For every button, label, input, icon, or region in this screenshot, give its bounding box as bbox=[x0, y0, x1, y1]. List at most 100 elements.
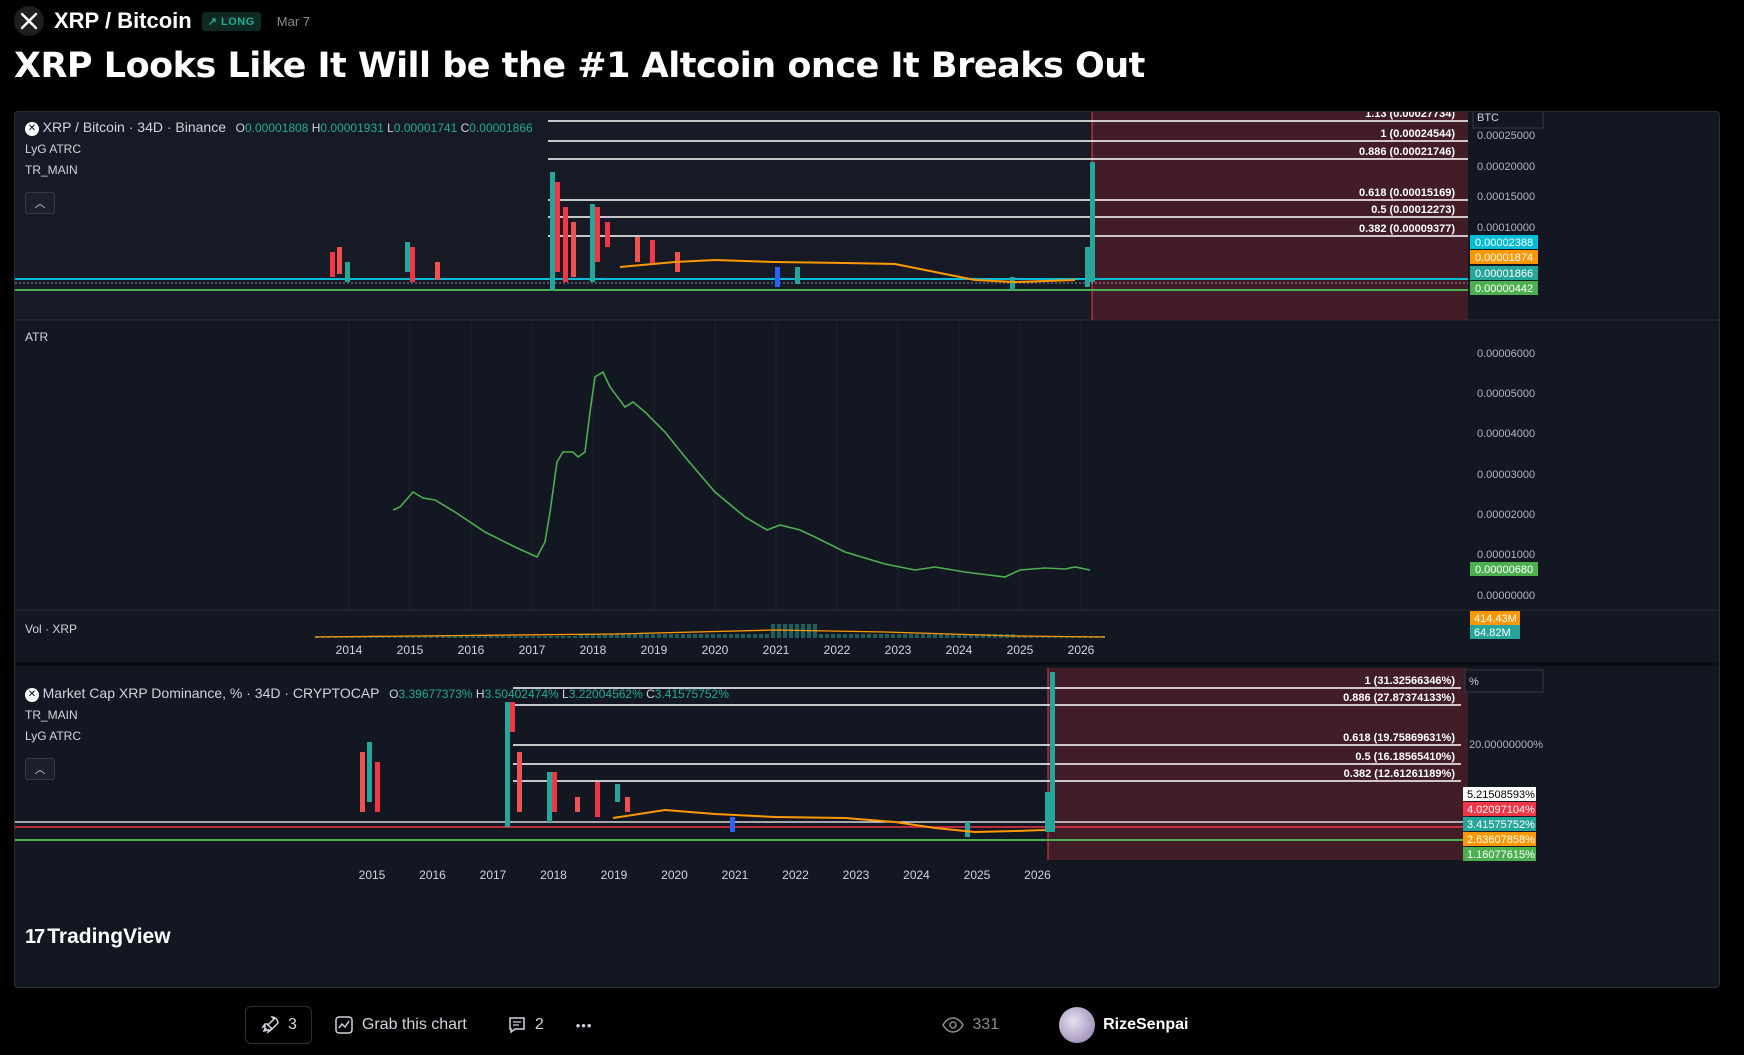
volume-bar bbox=[531, 636, 535, 638]
price-axis-tick: 0.00025000 bbox=[1477, 130, 1535, 142]
volume-bar bbox=[837, 634, 841, 638]
volume-bar bbox=[573, 636, 577, 638]
collapse-indicators-button[interactable]: ︿ bbox=[25, 758, 55, 780]
volume-bar bbox=[1035, 636, 1039, 638]
indicator-lyg-atrc[interactable]: LyG ATRC bbox=[25, 142, 82, 156]
volume-bar bbox=[543, 636, 547, 638]
volume-bar bbox=[519, 636, 523, 638]
time-axis-label: 2020 bbox=[661, 868, 688, 882]
volume-bar bbox=[525, 636, 529, 638]
volume-bar bbox=[963, 634, 967, 638]
volume-bar bbox=[405, 636, 409, 638]
price-tag-label: 0.00001874 bbox=[1475, 252, 1533, 264]
volume-bar bbox=[861, 634, 865, 638]
indicator-tr-main[interactable]: TR_MAIN bbox=[25, 708, 78, 722]
long-badge: ↗ LONG bbox=[201, 11, 261, 31]
candle bbox=[367, 742, 372, 802]
more-options-button[interactable]: ••• bbox=[576, 1018, 593, 1033]
atr-axis-tick: 0.00003000 bbox=[1477, 469, 1535, 481]
atr-line bbox=[392, 370, 1091, 578]
candle bbox=[547, 772, 552, 822]
volume-bar bbox=[1041, 636, 1045, 638]
close-label: C bbox=[646, 687, 655, 701]
price-tag bbox=[1463, 787, 1536, 801]
volume-bar bbox=[699, 634, 703, 638]
atr-pane-background bbox=[15, 320, 1468, 610]
candle bbox=[795, 267, 800, 284]
volume-bar bbox=[885, 634, 889, 638]
arrow-up-right-icon: ↗ bbox=[207, 15, 218, 28]
grab-chart-button[interactable]: Grab this chart bbox=[334, 1015, 467, 1035]
indicator-tr-main[interactable]: TR_MAIN bbox=[25, 163, 78, 177]
publish-date: Mar 7 bbox=[276, 13, 311, 29]
candle bbox=[555, 182, 560, 272]
avatar[interactable] bbox=[1059, 1007, 1096, 1043]
time-axis-label: 2022 bbox=[824, 643, 851, 657]
open-value: 3.39677373% bbox=[398, 687, 473, 701]
comments-button[interactable]: 2 bbox=[507, 1015, 544, 1035]
low-label: L bbox=[562, 687, 569, 701]
currency-label: % bbox=[1469, 676, 1479, 688]
volume-bar bbox=[1029, 636, 1033, 638]
volume-bar bbox=[759, 634, 763, 638]
vol-label[interactable]: Vol · XRP bbox=[25, 622, 78, 636]
symbol-pair[interactable]: XRP / Bitcoin bbox=[54, 8, 192, 33]
chart-card[interactable]: 1.13 (0.00027734) 1 (0.00024544) 0.886 (0.… bbox=[14, 111, 1720, 988]
pane1-symbol[interactable]: XRP / Bitcoin · 34D · Binance bbox=[42, 119, 227, 135]
volume-bar bbox=[411, 636, 415, 638]
indicator-lyg-atrc[interactable]: LyG ATRC bbox=[25, 729, 82, 743]
candle bbox=[575, 797, 580, 812]
candle bbox=[337, 247, 342, 274]
volume-bar bbox=[399, 636, 403, 638]
volume-bar bbox=[471, 636, 475, 638]
fib-level-label: 0.618 (19.75869631%) bbox=[1343, 732, 1455, 744]
volume-bar bbox=[681, 634, 685, 638]
candle bbox=[625, 797, 630, 812]
candle bbox=[563, 207, 568, 282]
boost-button[interactable]: 3 bbox=[245, 1006, 312, 1044]
author-link[interactable]: RizeSenpai bbox=[1059, 1007, 1188, 1043]
price-tag bbox=[1463, 802, 1536, 816]
volume-bar bbox=[513, 636, 517, 638]
time-axis-label: 2019 bbox=[601, 868, 628, 882]
volume-bar bbox=[555, 636, 559, 638]
chevron-up-icon: ︿ bbox=[34, 764, 46, 776]
time-axis-label: 2026 bbox=[1068, 643, 1095, 657]
fib-level-label: 0.5 (0.00012273) bbox=[1371, 204, 1455, 216]
volume-bar bbox=[819, 634, 823, 638]
currency-box bbox=[1464, 669, 1544, 693]
atr-label[interactable]: ATR bbox=[25, 330, 49, 344]
projection-zone bbox=[1092, 112, 1468, 320]
volume-bar bbox=[951, 634, 955, 638]
volume-bar bbox=[855, 634, 859, 638]
candle bbox=[1010, 277, 1015, 290]
collapse-indicators-button[interactable]: ︿ bbox=[25, 192, 55, 214]
chart-canvas[interactable]: 1.13 (0.00027734) 1 (0.00024544) 0.886 (0.… bbox=[15, 112, 1719, 987]
volume-bar bbox=[597, 634, 601, 638]
pane2-symbol[interactable]: Market Cap XRP Dominance, % · 34D · CRYP… bbox=[42, 685, 380, 701]
candle bbox=[510, 702, 515, 732]
time-axis-label: 2025 bbox=[964, 868, 991, 882]
volume-bar bbox=[705, 634, 709, 638]
volume-bar bbox=[753, 634, 757, 638]
atr-axis-tick: 0.00004000 bbox=[1477, 428, 1535, 440]
volume-ma-line bbox=[314, 629, 1106, 638]
candle bbox=[1090, 162, 1095, 282]
price-tag bbox=[1470, 281, 1538, 295]
time-axis-label: 2024 bbox=[903, 868, 930, 882]
price-axis-tick: 0.00015000 bbox=[1477, 191, 1535, 203]
price-axis-tick: 0.00020000 bbox=[1477, 161, 1535, 173]
time-axis-label: 2021 bbox=[722, 868, 749, 882]
price-tag bbox=[1463, 847, 1536, 861]
volume-bar bbox=[909, 634, 913, 638]
volume-bar bbox=[459, 636, 463, 638]
fib-level-label: 0.5 (16.18565410%) bbox=[1355, 751, 1455, 763]
price-tag bbox=[1470, 266, 1538, 280]
volume-bar bbox=[453, 636, 457, 638]
price-tag bbox=[1463, 817, 1536, 831]
volume-bar bbox=[621, 634, 625, 638]
volume-bar bbox=[465, 636, 469, 638]
volume-bar bbox=[969, 634, 973, 638]
volume-tag bbox=[1470, 625, 1520, 639]
candle bbox=[590, 204, 595, 282]
